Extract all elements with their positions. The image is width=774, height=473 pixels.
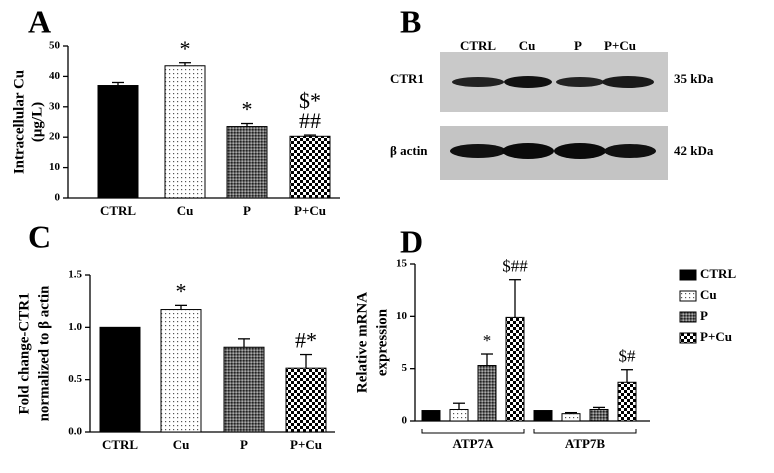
panel-label: A	[28, 3, 51, 39]
bar	[617, 381, 637, 422]
y-tick-label: 10	[49, 161, 61, 173]
legend-swatch	[679, 332, 697, 344]
legend-label: P	[700, 308, 708, 323]
y-axis-label: Relative mRNA	[354, 292, 370, 393]
protein-label: CTR1	[390, 71, 424, 86]
y-tick-label: 30	[49, 100, 61, 112]
lane-label: P+Cu	[604, 38, 636, 53]
size-label: 42 kDa	[674, 143, 714, 158]
y-tick-label: 0.0	[68, 426, 82, 438]
bar	[505, 316, 525, 422]
x-tick-label: ATP7A	[453, 436, 495, 451]
y-tick-label: 40	[49, 70, 61, 82]
legend-swatch	[679, 269, 697, 281]
y-axis-label: normalized to β actin	[36, 285, 52, 421]
legend-label: P+Cu	[700, 329, 732, 344]
bar	[160, 309, 202, 433]
group-bracket	[421, 429, 525, 434]
blot-image	[440, 52, 668, 180]
bar	[561, 413, 581, 422]
legend-swatch	[679, 290, 697, 302]
legend-label: Cu	[700, 287, 717, 302]
bar	[289, 135, 331, 199]
y-axis-label: (μg/L)	[29, 102, 45, 142]
bar	[164, 65, 206, 199]
lane-label: CTRL	[460, 38, 496, 53]
y-axis-label: Intracellular Cu	[11, 70, 27, 174]
y-tick-label: 1.5	[68, 269, 82, 281]
y-tick-label: 5	[402, 362, 408, 374]
significance-label: $#	[619, 347, 637, 366]
size-label: 35 kDa	[674, 71, 714, 86]
panel-label: D	[400, 223, 423, 259]
x-tick-label: P+Cu	[294, 203, 326, 218]
x-tick-label: CTRL	[102, 437, 138, 452]
x-tick-label: P+Cu	[290, 437, 322, 452]
y-tick-label: 0	[402, 415, 408, 427]
panel-label: C	[28, 218, 51, 254]
y-axis-label: expression	[374, 308, 390, 376]
bar	[285, 367, 327, 433]
y-tick-label: 20	[49, 131, 61, 143]
x-tick-label: Cu	[177, 203, 194, 218]
y-tick-label: 0	[55, 192, 61, 204]
legend-label: CTRL	[700, 266, 736, 281]
bar	[449, 408, 469, 422]
significance-label: $##	[502, 257, 528, 276]
y-tick-label: 50	[49, 40, 61, 52]
significance-label: ##	[299, 108, 321, 133]
bar	[589, 408, 609, 422]
x-tick-label: ATP7B	[565, 436, 606, 451]
y-axis-label: Fold change-CTR1	[16, 292, 32, 414]
lane-label: Cu	[519, 38, 536, 53]
lane-label: P	[574, 38, 582, 53]
significance-label: $*	[299, 88, 321, 113]
y-tick-label: 15	[396, 258, 408, 270]
bar	[223, 346, 265, 433]
bar	[421, 410, 441, 422]
y-tick-label: 10	[396, 310, 408, 322]
x-tick-label: P	[240, 437, 248, 452]
significance-label: *	[242, 97, 253, 122]
y-tick-label: 1.0	[68, 321, 82, 333]
panel-label: B	[400, 3, 421, 39]
significance-label: *	[180, 36, 191, 61]
bar	[226, 126, 268, 199]
bar	[97, 85, 139, 199]
x-tick-label: Cu	[173, 437, 190, 452]
legend-swatch	[679, 311, 697, 323]
bar	[99, 326, 141, 433]
x-tick-label: P	[243, 203, 251, 218]
bar	[477, 365, 497, 422]
x-tick-label: CTRL	[100, 203, 136, 218]
group-bracket	[533, 429, 637, 434]
y-tick-label: 0.5	[68, 373, 82, 385]
significance-label: *	[176, 278, 187, 303]
bar	[533, 410, 553, 422]
significance-label: *	[483, 331, 492, 350]
significance-label: #*	[295, 328, 317, 353]
protein-label: β actin	[390, 143, 428, 158]
